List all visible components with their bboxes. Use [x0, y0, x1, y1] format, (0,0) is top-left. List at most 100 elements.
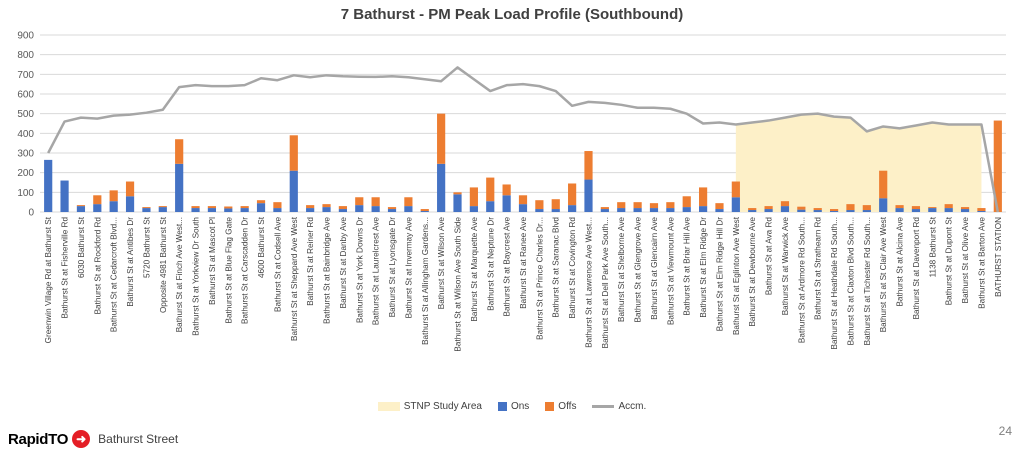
legend-label-offs: Offs [558, 401, 577, 412]
bar-ons [879, 198, 888, 212]
bar-offs [289, 135, 298, 171]
bar-offs [240, 206, 249, 209]
bar-offs [125, 181, 135, 197]
bar-offs [715, 203, 724, 210]
x-tick-label: Bathurst St at Glengrove Ave [634, 217, 643, 323]
load-profile-chart: 0 100 200 300 400 500 600 700 800 900 Greenwin Vil… [17, 31, 1006, 352]
bar-offs [420, 209, 429, 212]
x-tick-label: Bathurst St at Viewmount Ave [666, 217, 675, 325]
x-tick-label: Bathurst St at Carscadden Dr [241, 217, 250, 324]
bar-ons [273, 208, 282, 212]
bar-offs [469, 187, 478, 207]
bar-ons [748, 210, 757, 212]
bar-offs [93, 195, 102, 205]
bar-ons [256, 203, 266, 212]
bar-ons [158, 207, 167, 212]
x-tick-label: Bathurst St at Shelborne Ave [617, 217, 626, 322]
x-tick-label: Bathurst St at Dewbourne Ave [748, 217, 757, 327]
bar-ons [44, 159, 53, 212]
bar-offs [568, 183, 577, 206]
bar-ons [125, 196, 135, 212]
y-tick-label: 0 [28, 208, 34, 219]
y-tick-label: 400 [17, 129, 34, 140]
x-tick-label: Bathurst St at Invermay Ave [404, 217, 413, 319]
bar-ons [666, 208, 675, 212]
bar-ons [862, 210, 871, 212]
bar-offs [584, 151, 593, 180]
bar-ons [142, 208, 151, 212]
x-tick-label: Bathurst St at Blue Flag Gate [224, 217, 233, 324]
x-tick-label: Bathurst St at Eglinton Ave West [732, 216, 741, 335]
bar-ons [387, 209, 397, 212]
bar-offs [437, 113, 446, 164]
x-tick-label: 5720 Bathurst St [142, 216, 151, 278]
x-tick-label: Greenwin Village Rd at Bathurst St [44, 216, 53, 343]
x-tick-label: Bathurst St at Baycrest Ave [503, 217, 512, 317]
legend-swatch-ons [497, 402, 507, 411]
x-tick-label: Bathurst St at Strathearn Rd [814, 217, 823, 320]
x-tick-label: Bathurst St at Heathdale Rd South... [830, 217, 839, 349]
bar-ons [600, 209, 609, 212]
x-tick-label: Bathurst St at Claxton Blvd South... [846, 217, 855, 345]
y-tick-label: 200 [17, 168, 34, 179]
bar-ons [502, 195, 511, 212]
bar-offs [158, 206, 167, 208]
bar-ons [895, 208, 904, 212]
x-tick-label: Bathurst St at Reiner Rd [306, 217, 315, 306]
bar-offs [928, 207, 937, 209]
bar-ons [649, 208, 659, 212]
legend-label-ons: Ons [510, 401, 530, 412]
bar-ons [224, 208, 233, 212]
bar-offs [846, 204, 855, 211]
bar-offs [960, 207, 970, 210]
footer: RapidTO ➜ Bathurst Street [8, 430, 178, 448]
x-tick-label: Bathurst St at Briar Hill Ave [683, 217, 692, 316]
x-tick-label: Bathurst St at Alcina Ave [896, 217, 905, 307]
bar-ons [486, 201, 495, 212]
bar-offs [486, 177, 495, 202]
x-tick-label: Bathurst St at Olive Ave [961, 217, 970, 304]
x-tick-label: Bathurst St at Tichester Rd South... [863, 217, 872, 345]
bar-offs [895, 205, 904, 209]
x-tick-label: Bathurst St at Yorkview Dr South [192, 217, 201, 336]
bar-offs [175, 139, 184, 164]
bar-ons [928, 208, 937, 212]
bar-ons [977, 211, 986, 212]
x-tick-label: Bathurst St at Saranac Blvd [552, 217, 561, 318]
x-tick-label: Bathurst St at Antibes Dr [126, 217, 135, 307]
x-tick-label: 6030 Bathurst St [77, 216, 86, 278]
bar-offs [780, 201, 790, 207]
bar-ons [551, 209, 560, 212]
bar-ons [568, 205, 577, 212]
x-tick-label: Bathurst St at Sheppard Ave West [290, 216, 299, 341]
chart-title: 7 Bathurst - PM Peak Load Profile (South… [340, 6, 684, 23]
bar-offs [911, 206, 921, 210]
bar-ons [109, 201, 118, 212]
bar-offs [600, 207, 609, 210]
bar-ons [469, 206, 478, 212]
bar-offs [371, 197, 380, 207]
bar-offs [813, 208, 822, 211]
bar-offs [207, 206, 217, 209]
bar-ons [633, 208, 642, 212]
x-tick-label: Bathurst St at Lyonsgate Dr [388, 217, 397, 318]
x-tick-label: Bathurst St at Prince Charles Dr... [535, 217, 544, 340]
x-tick-label: Bathurst St at Codsell Ave [273, 217, 282, 312]
bar-offs [682, 196, 691, 208]
x-tick-label: Bathurst St at Davenport Rd [912, 217, 921, 320]
bar-ons [371, 206, 380, 212]
bar-ons [175, 163, 184, 212]
x-tick-label: Bathurst St at Marquette Ave [470, 217, 479, 322]
chart-legend: STNP Study Area Ons Offs Accm. [0, 401, 1024, 412]
bar-ons [60, 180, 69, 212]
x-tick-label: Bathurst St at Ranee Ave [519, 217, 528, 309]
bar-ons [764, 209, 773, 212]
legend-label-accm: Accm. [618, 401, 647, 412]
bar-ons [584, 179, 593, 212]
bar-offs [355, 197, 364, 206]
footer-subtitle: Bathurst Street [98, 432, 179, 446]
bar-offs [829, 209, 839, 212]
x-tick-label: Bathurst St at Rockford Rd [93, 217, 102, 315]
x-tick-label: BATHURST STATION [994, 217, 1003, 297]
bar-offs [879, 170, 888, 199]
